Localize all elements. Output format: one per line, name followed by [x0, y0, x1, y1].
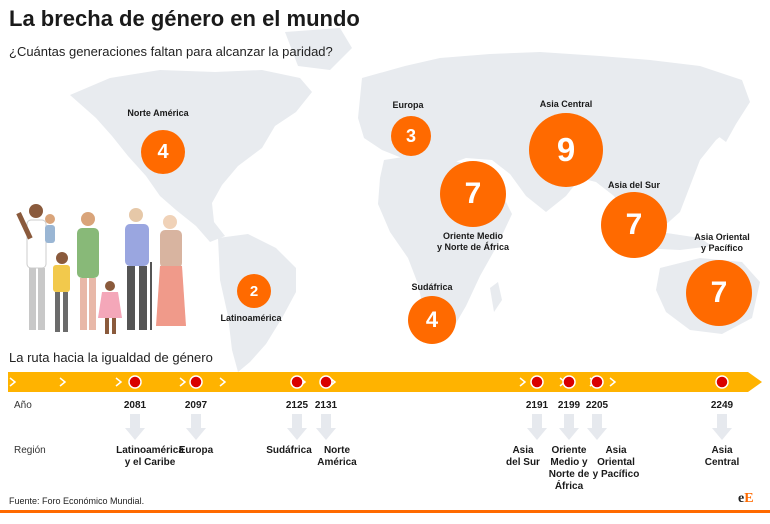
down-arrow-5 [559, 414, 579, 440]
timeline-chevron-1 [59, 377, 67, 387]
timeline-chevron-4 [219, 377, 227, 387]
milestone-region-2: Sudáfrica [266, 445, 312, 456]
milestone-dot-4 [530, 375, 544, 389]
down-arrow-6 [587, 414, 607, 440]
region-label-5: Asia Oriental y Pacífico [694, 232, 750, 253]
year-row-label: Año [14, 400, 32, 411]
bubble-4: 7 [601, 192, 667, 258]
timeline-chevron-3 [179, 377, 187, 387]
milestone-dot-6 [590, 375, 604, 389]
milestone-year-7: 2249 [710, 400, 734, 411]
milestone-dot-7 [715, 375, 729, 389]
bubble-3: 7 [440, 161, 506, 227]
milestone-region-7: Asia Central [704, 445, 740, 468]
down-arrow-2 [287, 414, 307, 440]
milestone-dot-1 [189, 375, 203, 389]
milestone-dot-5 [562, 375, 576, 389]
region-label-0: Norte América [127, 108, 189, 118]
region-label-1: Europa [392, 100, 424, 110]
down-arrow-3 [316, 414, 336, 440]
page-title: La brecha de género en el mundo [9, 6, 360, 31]
down-arrow-4 [527, 414, 547, 440]
milestone-year-3: 2131 [314, 400, 338, 411]
milestone-dot-2 [290, 375, 304, 389]
milestone-year-2: 2125 [285, 400, 309, 411]
milestone-dot-0 [128, 375, 142, 389]
timeline-chevron-7 [519, 377, 527, 387]
brand-logo: eE [738, 491, 754, 506]
down-arrow-7 [712, 414, 732, 440]
milestone-region-0: Latinoamérica y el Caribe [116, 445, 184, 468]
timeline-title: La ruta hacia la igualdad de género [9, 350, 213, 365]
page-subtitle: ¿Cuántas generaciones faltan para alcanz… [9, 44, 333, 59]
timeline-chevron-2 [115, 377, 123, 387]
milestone-region-3: Norte América [317, 445, 357, 468]
bubble-5: 7 [686, 260, 752, 326]
milestone-year-5: 2199 [557, 400, 581, 411]
milestone-year-6: 2205 [585, 400, 609, 411]
milestone-region-4: Asia del Sur [506, 445, 540, 468]
region-row-label: Región [14, 445, 46, 456]
bottom-rule [0, 510, 770, 513]
milestone-region-6: Asia Oriental y Pacífico [592, 445, 640, 480]
bubble-6: 2 [237, 274, 271, 308]
bubble-0: 4 [141, 130, 185, 174]
milestone-region-5: Oriente Medio y Norte de África [548, 445, 590, 492]
source-note: Fuente: Foro Económico Mundial. [9, 496, 145, 506]
timeline-chevron-0 [9, 377, 17, 387]
region-label-6: Latinoamérica [220, 313, 282, 323]
milestone-region-1: Europa [178, 445, 214, 456]
bubble-7: 4 [408, 296, 456, 344]
people-illustration [16, 204, 186, 334]
milestone-year-4: 2191 [525, 400, 549, 411]
timeline-chevron-10 [609, 377, 617, 387]
timeline [8, 372, 762, 392]
region-label-4: Asia del Sur [607, 180, 661, 190]
region-label-3: Oriente Medio y Norte de África [436, 231, 510, 252]
down-arrows [125, 414, 732, 440]
bubble-2: 9 [529, 113, 603, 187]
region-label-2: Asia Central [539, 99, 593, 109]
milestone-year-0: 2081 [123, 400, 147, 411]
down-arrow-1 [186, 414, 206, 440]
milestone-dot-3 [319, 375, 333, 389]
bubble-1: 3 [391, 116, 431, 156]
milestone-year-1: 2097 [184, 400, 208, 411]
down-arrow-0 [125, 414, 145, 440]
region-label-7: Sudáfrica [411, 282, 453, 292]
